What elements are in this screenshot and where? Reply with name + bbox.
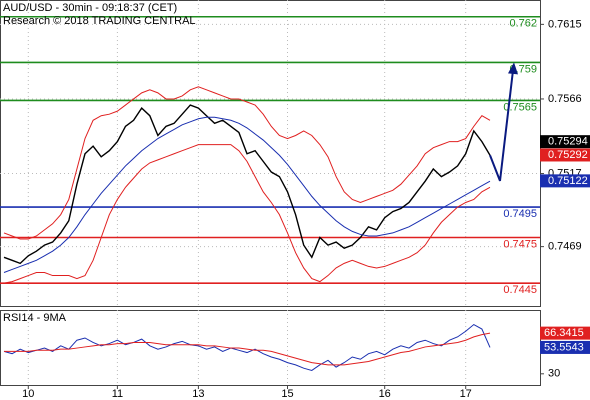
- indicator-line: [4, 332, 491, 366]
- level-label: 0.762: [509, 18, 537, 30]
- x-tick-label: 13: [192, 388, 204, 400]
- indicator-line: [3, 144, 491, 284]
- price-box-label: 0.75292: [548, 149, 588, 161]
- x-tick-label: 10: [22, 388, 34, 400]
- price-box: [540, 148, 590, 162]
- y-tick-label: 0.7615: [548, 18, 582, 30]
- level-label: 0.7445: [503, 284, 537, 296]
- price-box: [540, 135, 590, 149]
- x-tick-label: 11: [112, 388, 123, 400]
- price-line: [3, 104, 491, 265]
- y-tick-label: 0.7566: [548, 93, 582, 105]
- level-label: 0.7565: [503, 101, 537, 113]
- level-label: 0.7475: [503, 238, 537, 250]
- chart-subtitle: Research © 2018 TRADING CENTRAL: [3, 15, 196, 27]
- x-tick-label: 15: [281, 388, 293, 400]
- indicator-line: [3, 86, 491, 240]
- y-tick-label: 0.7469: [548, 241, 582, 253]
- price-box: [540, 174, 590, 188]
- price-box-label: 0.75122: [548, 175, 588, 187]
- x-tick-label: 16: [379, 388, 391, 400]
- indicator-line: [3, 116, 491, 273]
- indicator-line: [3, 323, 491, 371]
- rsi-value-box: [540, 326, 590, 340]
- y-tick-label: 30: [548, 368, 560, 380]
- rsi-value-label: 66.3415: [544, 327, 584, 339]
- level-label: 0.7495: [503, 208, 537, 220]
- chart-title: AUD/USD - 30min - 09:18:37 (CET): [3, 2, 177, 14]
- forecast-arrow: [489, 70, 514, 182]
- x-tick-label: 17: [460, 388, 472, 400]
- rsi-title: RSI14 - 9MA: [3, 312, 67, 324]
- forecast-arrowhead: [508, 62, 518, 75]
- rsi-value-box: [540, 340, 590, 354]
- price-box-label: 0.75294: [548, 136, 588, 148]
- rsi-value-label: 53.5543: [544, 341, 584, 353]
